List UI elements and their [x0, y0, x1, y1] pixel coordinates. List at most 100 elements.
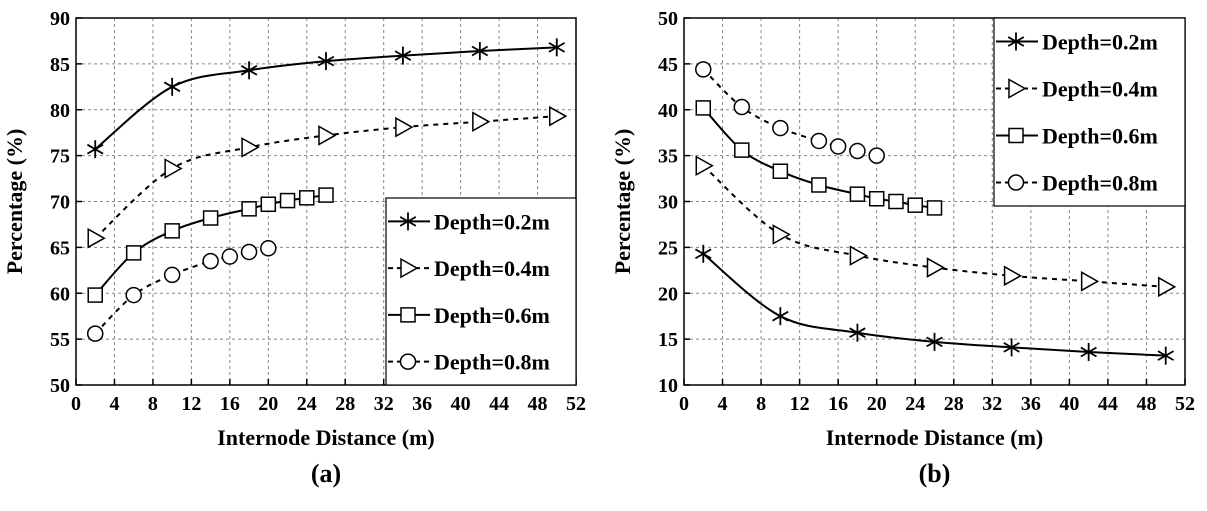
y-tick-label: 15: [658, 329, 678, 351]
chart-panel-a: 0 4 8 12 16 20 24 28 32 36 40 44 48 52505560657075808…: [2, 8, 586, 488]
data-point-s1-2: [163, 77, 181, 96]
data-point-s4-1: [86, 325, 104, 342]
data-point-s2-5: [395, 116, 414, 138]
legend-label-3: Depth=0.6m: [1042, 124, 1158, 149]
x-tick-label: 4: [109, 393, 119, 415]
data-point-s4-3: [772, 119, 789, 137]
chart-panel-b: 0 4 8 12 16 20 24 28 32 36 40 44 48 52101520253035404…: [610, 8, 1195, 488]
data-point-s4-4: [810, 132, 828, 150]
data-point-s1-3: [849, 323, 866, 342]
data-point-s4-2: [733, 98, 751, 116]
data-point-s1-6: [471, 42, 489, 61]
y-tick-label: 35: [658, 146, 678, 168]
x-tick-label: 12: [790, 393, 810, 415]
x-axis-title: Internode Distance (m): [217, 425, 435, 450]
legend: Depth=0.2m Depth=0.4m Depth=0.6m Depth=0.8m: [385, 197, 577, 386]
data-point-s3-7: [888, 193, 904, 210]
legend-marker: [399, 212, 417, 231]
data-point-s1-1: [694, 244, 712, 263]
y-tick-label: 45: [658, 54, 678, 76]
x-tick-label: 20: [867, 393, 887, 415]
y-tick-label: 90: [50, 8, 70, 30]
x-tick-label: 36: [412, 393, 432, 415]
x-tick-label: 44: [489, 393, 509, 415]
data-point-s1-7: [1157, 346, 1175, 365]
data-point-s4-4: [202, 252, 219, 270]
x-tick-label: 40: [451, 393, 471, 415]
data-point-s4-7: [868, 147, 885, 164]
data-point-s2-4: [926, 257, 946, 278]
y-axis-title: Percentage (%): [610, 129, 635, 275]
legend-marker: [1007, 174, 1025, 191]
legend-label-1: Depth=0.2m: [434, 209, 550, 234]
y-tick-label: 25: [658, 237, 678, 259]
data-point-s3-8: [299, 190, 315, 206]
data-point-s3-1: [695, 100, 712, 116]
data-point-s4-3: [163, 266, 181, 284]
data-point-s3-4: [811, 177, 827, 193]
legend-marker: [1007, 32, 1025, 51]
data-point-s2-3: [849, 245, 868, 266]
y-tick-label: 50: [658, 8, 678, 30]
legend-label-2: Depth=0.4m: [434, 256, 550, 281]
data-point-s1-2: [772, 307, 789, 326]
data-point-s2-7: [549, 105, 568, 127]
data-point-s2-4: [318, 125, 337, 146]
data-point-s4-5: [829, 138, 847, 155]
y-tick-label: 55: [50, 329, 70, 351]
data-point-s2-2: [164, 158, 183, 179]
data-point-s3-5: [849, 186, 866, 202]
x-tick-label: 12: [181, 393, 201, 415]
x-tick-label: 0: [71, 393, 81, 415]
x-tick-label: 28: [944, 393, 964, 415]
x-tick-label: 24: [905, 393, 925, 415]
y-axis-title: Percentage (%): [2, 129, 27, 275]
x-tick-label: 44: [1098, 393, 1118, 415]
data-point-s3-1: [87, 287, 103, 303]
data-point-s3-3: [772, 163, 789, 179]
data-point-s4-5: [221, 248, 239, 265]
legend-label-4: Depth=0.8m: [434, 350, 550, 375]
data-point-s3-9: [318, 187, 334, 203]
y-tick-label: 65: [50, 237, 70, 259]
x-tick-label: 8: [148, 393, 158, 415]
x-tick-label: 24: [297, 393, 317, 415]
data-point-s3-2: [125, 245, 142, 261]
y-tick-label: 50: [50, 375, 70, 397]
data-point-s3-7: [279, 192, 296, 209]
y-tick-label: 40: [658, 100, 678, 122]
x-tick-label: 4: [718, 393, 728, 415]
data-point-s3-5: [241, 201, 257, 217]
data-point-s3-8: [907, 197, 923, 213]
x-tick-label: 48: [528, 393, 548, 415]
data-point-s1-3: [240, 61, 258, 80]
data-point-s3-6: [260, 196, 277, 213]
x-tick-label: 0: [679, 393, 689, 415]
data-point-s1-4: [926, 332, 943, 351]
data-point-s1-5: [1003, 338, 1020, 357]
data-point-s2-7: [1157, 276, 1177, 298]
x-tick-label: 16: [828, 393, 848, 415]
y-tick-label: 60: [50, 283, 70, 305]
data-point-s1-6: [1080, 342, 1097, 361]
legend-marker: [1008, 78, 1027, 99]
y-tick-label: 85: [50, 54, 70, 76]
data-point-s4-6: [240, 243, 258, 261]
data-point-s1-7: [548, 38, 566, 57]
data-point-s1-4: [317, 52, 335, 71]
data-point-s2-6: [1080, 271, 1100, 292]
y-tick-label: 10: [658, 375, 678, 397]
data-point-s1-5: [394, 46, 412, 65]
data-point-s1-1: [86, 140, 104, 159]
x-tick-label: 52: [1175, 393, 1195, 415]
legend-label-4: Depth=0.8m: [1042, 171, 1158, 196]
x-tick-label: 32: [982, 393, 1002, 415]
data-point-s2-1: [87, 227, 106, 249]
data-point-s2-1: [695, 155, 714, 176]
legend: Depth=0.2m Depth=0.4m Depth=0.6m Depth=0.8m: [993, 17, 1186, 207]
data-point-s2-2: [772, 224, 791, 245]
y-tick-label: 70: [50, 192, 70, 214]
y-tick-label: 20: [658, 283, 678, 305]
y-tick-label: 30: [658, 192, 678, 214]
